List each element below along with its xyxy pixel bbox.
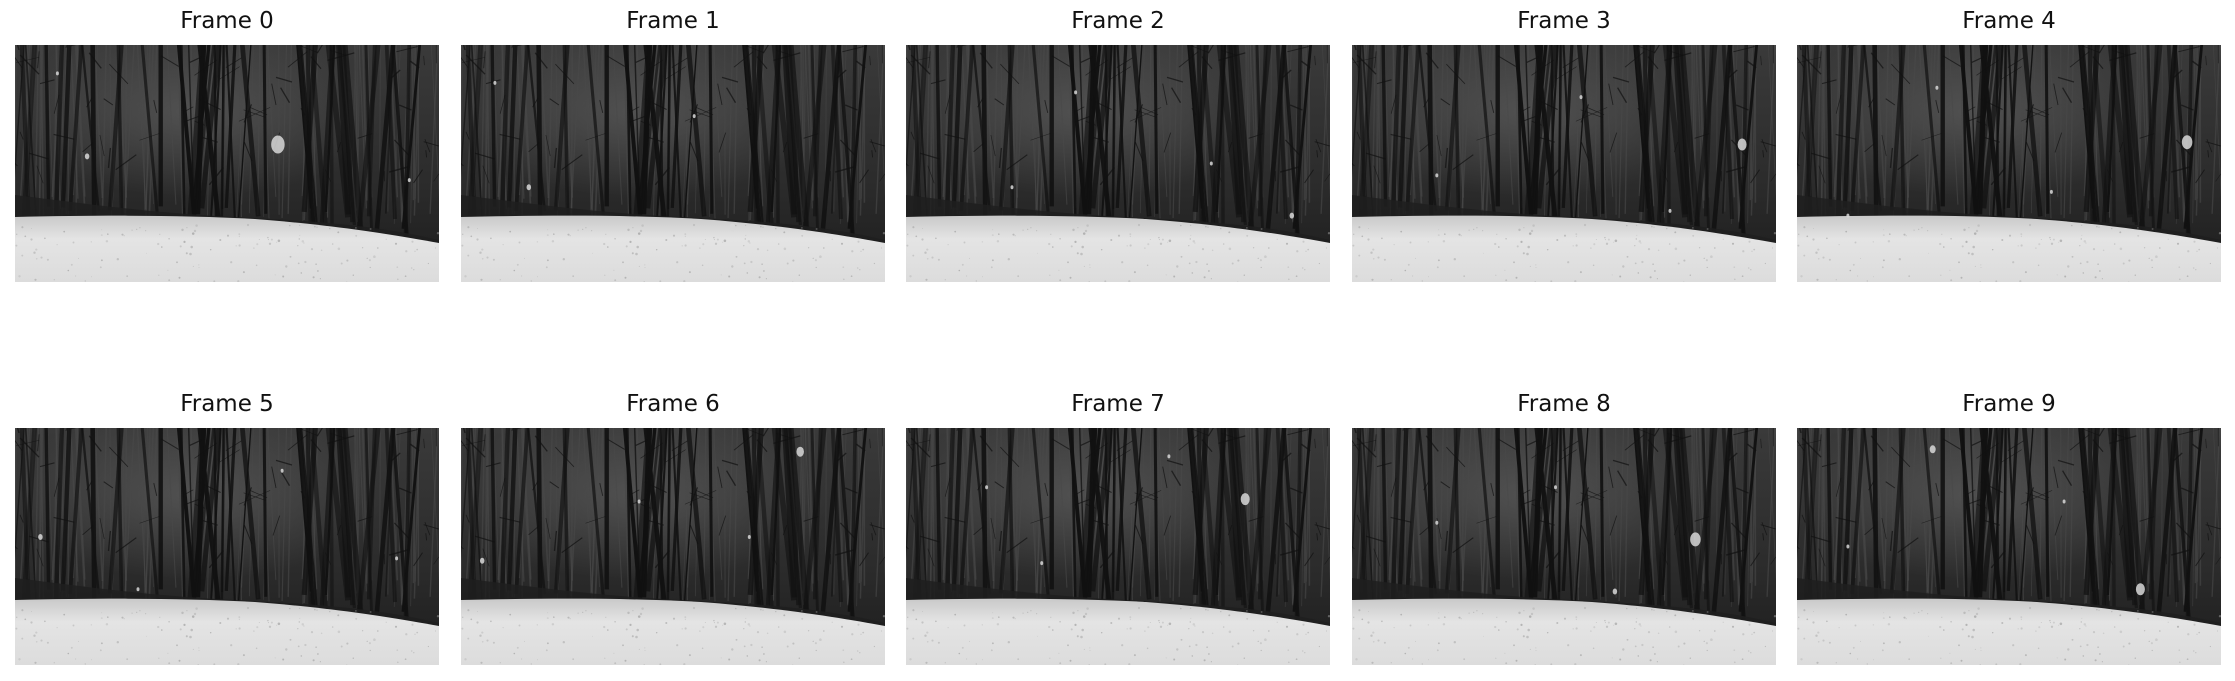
snowflake <box>407 178 411 183</box>
frame-title: Frame 2 <box>1071 8 1165 34</box>
snowflake <box>985 485 989 490</box>
snowflake <box>1040 561 1044 566</box>
frame-panel-2: Frame 2 <box>906 0 1330 282</box>
snowflake <box>747 535 751 539</box>
snowflake <box>1289 212 1295 219</box>
frame-image <box>1797 428 2221 665</box>
snowflake <box>84 153 90 160</box>
snowflake <box>526 184 532 191</box>
frame-image <box>906 45 1330 282</box>
snowflake <box>1690 532 1701 547</box>
snowflake <box>692 114 696 119</box>
snowflake <box>1846 544 1850 549</box>
snowflake <box>1209 161 1213 166</box>
frame-title: Frame 9 <box>1962 391 2056 417</box>
snowflake <box>55 71 59 76</box>
snowflake <box>38 534 43 540</box>
frame-panel-4: Frame 4 <box>1797 0 2221 282</box>
frame-title: Frame 8 <box>1517 391 1611 417</box>
frame-image <box>1352 45 1776 282</box>
snowflake <box>1668 208 1672 213</box>
frame-title: Frame 1 <box>626 8 720 34</box>
frame-title: Frame 4 <box>1962 8 2056 34</box>
snowflake <box>1737 138 1747 151</box>
snowflake <box>1935 85 1939 90</box>
frame-panel-5: Frame 5 <box>15 383 439 665</box>
snowflake <box>395 556 399 561</box>
frame-panel-3: Frame 3 <box>1352 0 1776 282</box>
snowflake <box>1612 588 1618 595</box>
snowflake <box>2062 499 2066 504</box>
frame-image <box>461 428 885 665</box>
snowflake <box>1435 173 1439 178</box>
frame-panel-9: Frame 9 <box>1797 383 2221 665</box>
snowflake <box>1554 485 1557 490</box>
snowflake <box>136 587 140 592</box>
frame-title: Frame 6 <box>626 391 720 417</box>
frame-image <box>906 428 1330 665</box>
frame-image <box>461 45 885 282</box>
snowflake <box>637 499 641 504</box>
frame-title: Frame 5 <box>180 391 274 417</box>
frame-image <box>15 45 439 282</box>
snowflake <box>1010 185 1014 190</box>
snowflake <box>2135 583 2145 596</box>
frame-panel-0: Frame 0 <box>15 0 439 282</box>
frame-panel-7: Frame 7 <box>906 383 1330 665</box>
snowflake <box>729 223 736 232</box>
frame-title: Frame 3 <box>1517 8 1611 34</box>
snowflake <box>479 557 485 564</box>
frame-title: Frame 0 <box>180 8 274 34</box>
snowflake <box>1435 520 1439 525</box>
frame-title: Frame 7 <box>1071 391 1165 417</box>
snowflake <box>493 80 497 85</box>
snowflake <box>1929 445 1936 454</box>
snowflake <box>1579 95 1583 100</box>
frame-panel-1: Frame 1 <box>461 0 885 282</box>
frame-panel-6: Frame 6 <box>461 383 885 665</box>
frame-image <box>1352 428 1776 665</box>
snowflake <box>1167 454 1171 459</box>
frame-panel-8: Frame 8 <box>1352 383 1776 665</box>
snowflake <box>2049 189 2053 194</box>
snowflake <box>1846 213 1850 218</box>
snowflake <box>1074 90 1078 95</box>
snowflake <box>280 468 284 473</box>
snowflake <box>2181 135 2193 150</box>
snowflake <box>1240 493 1250 506</box>
frame-image <box>15 428 439 665</box>
snowflake <box>271 135 285 154</box>
snowflake <box>796 446 804 457</box>
frame-image <box>1797 45 2221 282</box>
